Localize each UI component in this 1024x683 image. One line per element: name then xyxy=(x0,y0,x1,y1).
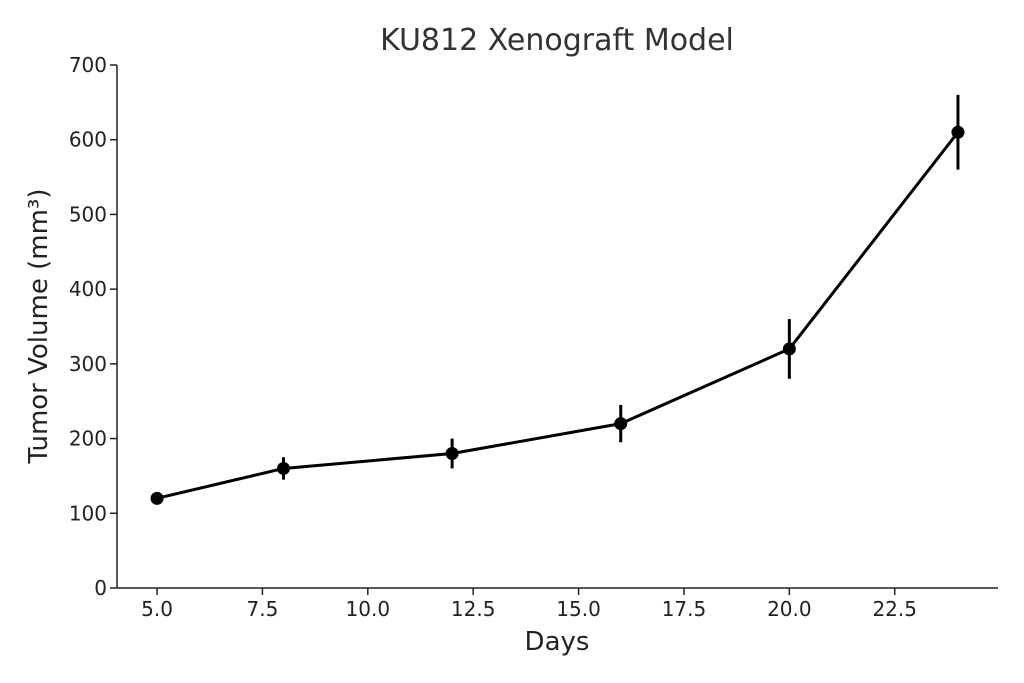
data-point xyxy=(445,447,459,461)
y-tick-label: 500 xyxy=(69,202,107,226)
x-tick-label: 12.5 xyxy=(451,597,496,621)
y-tick-label: 200 xyxy=(69,427,107,451)
x-ticks: 5.0 7.5 10.0 12.5 15.0 17.5 20.0 22.5 xyxy=(141,588,917,621)
x-tick-label: 20.0 xyxy=(767,597,812,621)
data-point xyxy=(614,417,628,431)
y-ticks: 0 100 200 300 400 500 600 700 xyxy=(69,53,117,600)
x-tick-label: 22.5 xyxy=(872,597,917,621)
y-tick-label: 700 xyxy=(69,53,107,77)
data-point xyxy=(277,461,291,475)
x-tick-label: 7.5 xyxy=(247,597,279,621)
chart-title: KU812 Xenograft Model xyxy=(380,23,734,58)
x-axis-label: Days xyxy=(525,627,590,657)
x-tick-label: 10.0 xyxy=(346,597,391,621)
data-point xyxy=(150,491,164,505)
series-line xyxy=(156,131,960,500)
x-tick-label: 5.0 xyxy=(141,597,173,621)
plot-area xyxy=(150,94,965,505)
x-tick-label: 15.0 xyxy=(556,597,601,621)
y-axis-label: Tumor Volume (mm³) xyxy=(24,189,54,465)
data-point xyxy=(782,342,796,356)
data-point xyxy=(951,125,965,139)
y-tick-label: 600 xyxy=(69,128,107,152)
y-tick-label: 0 xyxy=(94,576,107,600)
x-tick-label: 17.5 xyxy=(662,597,707,621)
y-tick-label: 400 xyxy=(69,277,107,301)
y-tick-label: 100 xyxy=(69,501,107,525)
y-tick-label: 300 xyxy=(69,352,107,376)
